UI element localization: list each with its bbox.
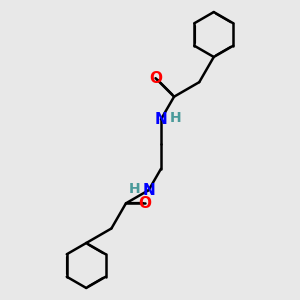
Text: H: H [170, 111, 181, 125]
Text: N: N [142, 183, 155, 198]
Text: O: O [149, 71, 162, 86]
Text: H: H [128, 182, 140, 196]
Text: O: O [139, 196, 152, 211]
Text: N: N [154, 112, 167, 127]
